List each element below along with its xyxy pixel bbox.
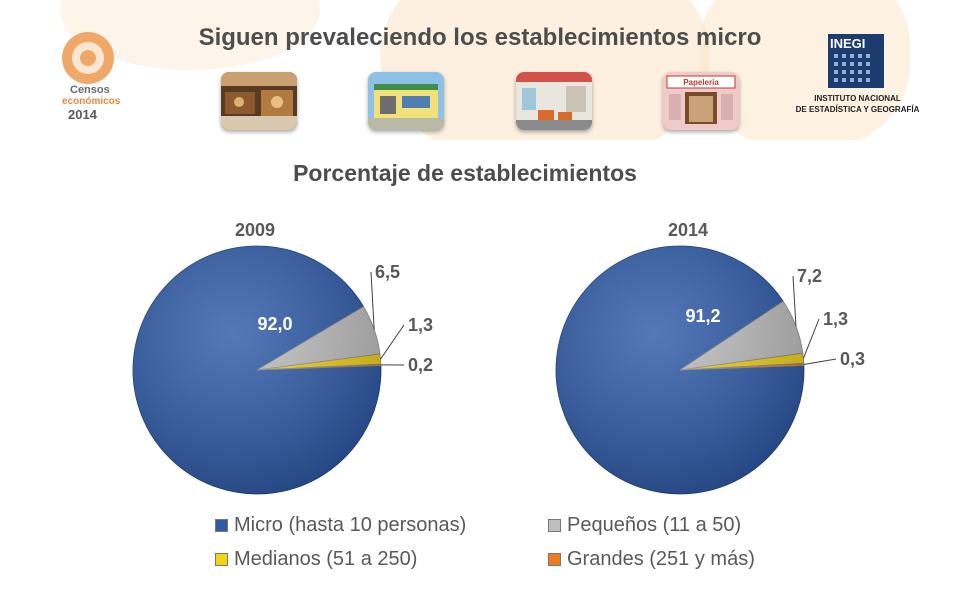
pie-shading-2009	[133, 246, 381, 494]
inegi-logo-icon: INEGI	[828, 34, 884, 88]
pie-shading-2014	[556, 246, 804, 494]
legend-label-grandes: Grandes (251 y más)	[567, 548, 755, 570]
photo-salon	[516, 72, 592, 130]
data-label-grandes-2009: 0,2	[408, 355, 433, 375]
data-label-micro-2014: 91,2	[685, 306, 720, 326]
legend-swatch-micro	[215, 519, 228, 532]
legend-label-micro: Micro (hasta 10 personas)	[234, 514, 467, 536]
chart-subtitle: Porcentaje de establecimientos	[293, 160, 637, 186]
data-label-pequenos-2014: 7,2	[797, 266, 822, 286]
leader-line-medianos-2009	[380, 324, 405, 360]
inegi-logo-line1: INSTITUTO NACIONAL	[814, 94, 901, 103]
censos-logo-line3: 2014	[68, 107, 97, 122]
leader-line-pequenos-2014	[792, 275, 797, 327]
censos-economicos-logo: Censos económicos 2014	[50, 30, 140, 125]
legend-label-pequenos: Pequeños (11 a 50)	[567, 514, 742, 536]
data-label-micro-2009: 92,0	[257, 314, 292, 334]
photo-storefront	[368, 72, 444, 130]
legend-swatch-medianos	[215, 553, 228, 566]
legend-item-micro: Micro (hasta 10 personas)	[215, 514, 466, 537]
page-title: Siguen prevaleciendo los establecimiento…	[198, 24, 762, 51]
photo-papeleria: Papeleria	[663, 72, 739, 130]
legend-item-pequenos: Pequeños (11 a 50)	[548, 514, 741, 537]
censos-logo-line2: económicos	[62, 96, 121, 107]
pie-title-2014: 2014	[668, 220, 708, 240]
data-label-medianos-2014: 1,3	[823, 309, 848, 329]
inegi-logo: INEGI INSTITUTO NACIONAL DE ESTADÍSTICA …	[790, 34, 925, 124]
censos-logo-line1: Censos	[70, 84, 110, 96]
legend-swatch-grandes	[548, 553, 561, 566]
inegi-logo-name: INEGI	[830, 36, 866, 51]
legend-label-medianos: Medianos (51 a 250)	[234, 548, 418, 570]
leader-line-grandes-2014	[803, 358, 837, 365]
censos-logo-icon	[62, 32, 114, 84]
data-label-pequenos-2009: 6,5	[375, 262, 400, 282]
leader-line-medianos-2014	[802, 318, 820, 359]
leader-line-pequenos-2009	[370, 271, 375, 330]
papeleria-sign-text: Papeleria	[683, 78, 719, 87]
legend-swatch-pequenos	[548, 519, 561, 532]
photo-bakery	[221, 72, 297, 130]
pie-title-2009: 2009	[235, 220, 275, 240]
inegi-logo-line2: DE ESTADÍSTICA Y GEOGRAFÍA	[795, 105, 920, 114]
legend-item-medianos: Medianos (51 a 250)	[215, 548, 417, 571]
data-label-grandes-2014: 0,3	[840, 349, 865, 369]
data-label-medianos-2009: 1,3	[408, 315, 433, 335]
legend-item-grandes: Grandes (251 y más)	[548, 548, 755, 571]
